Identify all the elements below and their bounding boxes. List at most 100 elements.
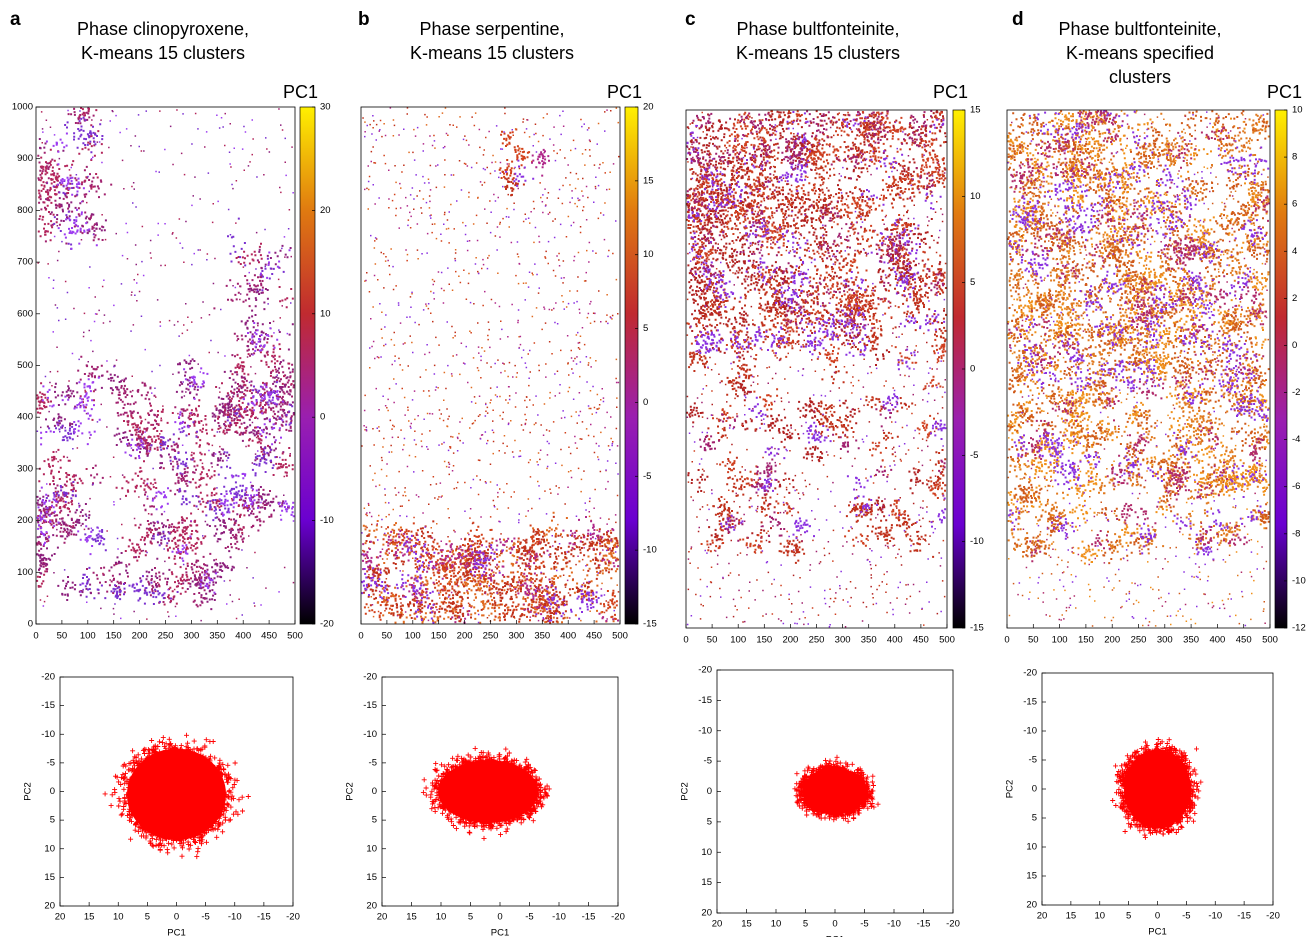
x-tick-label: -5 [525,912,533,923]
map-texture [686,110,947,626]
y-tick-label: -5 [369,757,377,768]
x-tick-label: 350 [209,631,225,642]
colorbar-tick-label: -10 [320,515,334,526]
x-tick-label: 200 [457,631,473,642]
y-tick-label: 800 [17,205,33,216]
x-axis-label: PC1 [491,928,509,937]
x-tick-label: 0 [358,631,363,642]
y-tick-label: 20 [44,901,55,912]
x-tick-label: 10 [771,919,782,930]
map-texture [686,111,947,628]
y-tick-label: 5 [372,815,377,826]
x-axis-label: PC1 [1148,927,1166,937]
x-tick-label: 5 [145,912,150,923]
y-axis-label: PC2 [1005,780,1016,798]
x-tick-label: 300 [835,635,851,646]
x-tick-label: -20 [286,912,300,923]
plot-frame [35,106,296,625]
x-tick-label: -20 [1266,911,1280,922]
x-tick-label: -10 [1208,911,1222,922]
x-tick-label: 250 [809,635,825,646]
colorbar-tick-label: 8 [1292,152,1297,163]
y-tick-label: -5 [704,756,712,767]
y-tick-label: 1000 [12,102,33,113]
y-tick-label: 400 [17,412,33,423]
y-axis-label: PC2 [345,782,356,800]
y-tick-label: 0 [50,786,55,797]
y-tick-label: -20 [363,672,377,683]
panel-title: Phase bultfonteinite, [1058,19,1221,39]
x-tick-label: 150 [756,635,772,646]
map-texture [686,110,947,623]
y-tick-label: 300 [17,463,33,474]
x-tick-label: 0 [497,912,502,923]
colorbar-tick-label: 0 [970,364,975,375]
x-tick-label: 150 [106,631,122,642]
colorbar-tick-label: -15 [970,623,984,634]
x-tick-label: -15 [917,919,931,930]
x-axis-label: PC1 [826,935,844,937]
colorbar-tick-label: -6 [1292,481,1300,492]
y-tick-label: 5 [50,815,55,826]
y-tick-label: -10 [41,729,55,740]
x-tick-label: 350 [534,631,550,642]
colorbar-tick-label: 6 [1292,199,1297,210]
y-tick-label: -15 [1023,697,1037,708]
y-tick-label: 20 [1026,900,1037,911]
y-tick-label: -10 [363,729,377,740]
x-tick-label: 250 [483,631,499,642]
x-tick-label: 250 [158,631,174,642]
colorbar-tick-label: 2 [1292,293,1297,304]
y-tick-label: 900 [17,153,33,164]
x-tick-label: 50 [707,635,718,646]
x-tick-label: 0 [1155,911,1160,922]
colorbar-label: PC1 [283,82,318,102]
y-tick-label: 0 [28,619,33,630]
y-tick-label: 10 [366,843,377,854]
y-axis-label: PC2 [23,782,34,800]
colorbar-tick-label: -8 [1292,528,1300,539]
colorbar-tick-label: -15 [643,619,657,630]
map-texture [36,110,294,616]
colorbar-tick-label: 10 [1292,105,1303,116]
y-tick-label: 10 [1026,842,1037,853]
y-tick-label: -20 [698,665,712,676]
x-tick-label: 350 [1183,635,1199,646]
x-tick-label: 15 [1066,911,1077,922]
map-texture [36,107,294,620]
panel-letter: a [10,9,21,30]
map-texture [1007,110,1270,627]
x-tick-label: 10 [113,912,124,923]
x-tick-label: 500 [287,631,303,642]
y-tick-label: 15 [44,872,55,883]
panel-letter: c [685,9,696,30]
colorbar-tick-label: -10 [970,536,984,547]
x-tick-label: -5 [860,919,868,930]
x-tick-label: -20 [946,919,960,930]
y-tick-label: -10 [698,725,712,736]
colorbar-tick-label: -5 [643,471,651,482]
y-tick-label: 15 [366,872,377,883]
x-tick-label: 0 [174,912,179,923]
map-texture [686,110,946,628]
colorbar-tick-label: -12 [1292,623,1306,634]
point-cloud [802,768,868,815]
y-axis-label: PC2 [680,782,691,800]
panel-title: Phase serpentine, [419,19,564,39]
x-tick-label: 0 [683,635,688,646]
x-tick-label: 5 [1126,911,1131,922]
y-tick-label: 0 [707,786,712,797]
y-tick-label: -20 [1023,668,1037,679]
panel-title: Phase clinopyroxene, [77,19,249,39]
colorbar [1274,109,1288,629]
colorbar-tick-label: 15 [643,175,654,186]
colorbar-tick-label: -10 [1292,575,1306,586]
x-tick-label: 0 [1004,635,1009,646]
x-tick-label: 400 [887,635,903,646]
x-tick-label: 5 [468,912,473,923]
x-tick-label: 15 [406,912,417,923]
x-tick-label: 450 [913,635,929,646]
colorbar-tick-label: 20 [320,205,331,216]
x-tick-label: 200 [132,631,148,642]
x-tick-label: 0 [33,631,38,642]
